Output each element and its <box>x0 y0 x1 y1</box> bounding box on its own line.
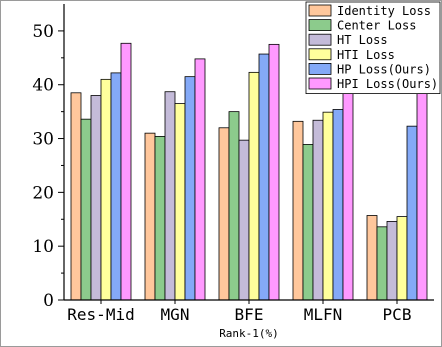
y-tick-label: 0 <box>43 291 54 311</box>
bar-identity-loss-pcb <box>366 215 378 301</box>
legend-swatch <box>308 4 332 17</box>
y-tick-label: 30 <box>32 130 54 150</box>
legend-swatch <box>308 77 332 90</box>
bar-hpi-loss-ours--mlfn <box>342 87 354 301</box>
y-ticks: 0 10 20 30 40 50 <box>32 22 64 311</box>
bar-hp-loss-ours--mlfn <box>332 109 344 301</box>
bar-hp-loss-ours--res-mid <box>110 72 122 301</box>
bar-center-loss-mlfn <box>302 144 314 301</box>
bar-ht-loss-mgn <box>164 91 176 301</box>
x-tick-label: BFE <box>235 305 264 324</box>
x-categories: Res-Mid MGN BFE MLFN PCB <box>67 305 411 324</box>
bar-hpi-loss-ours--bfe <box>268 43 280 301</box>
x-tick-label: PCB <box>383 305 412 324</box>
legend-swatch <box>308 63 332 75</box>
bar-hti-loss-res-mid <box>100 78 112 301</box>
bar-hpi-loss-ours--pcb <box>416 92 428 301</box>
bar-hti-loss-mlfn <box>322 111 334 301</box>
axes-layer <box>63 4 434 304</box>
bars-layer <box>70 42 428 301</box>
bar-hpi-loss-ours--res-mid <box>120 42 132 301</box>
legend-label: Identity Loss <box>337 4 431 18</box>
y-tick-label: 10 <box>32 237 54 257</box>
bar-hpi-loss-ours--mgn <box>194 58 206 301</box>
bar-identity-loss-mlfn <box>292 120 304 301</box>
bar-ht-loss-mlfn <box>312 119 324 301</box>
bar-identity-loss-bfe <box>218 127 230 301</box>
bar-center-loss-mgn <box>154 135 166 301</box>
bar-identity-loss-res-mid <box>70 92 82 301</box>
bar-center-loss-res-mid <box>80 118 92 301</box>
bar-hp-loss-ours--bfe <box>258 53 270 301</box>
y-tick-label: 20 <box>32 183 54 203</box>
legend-swatch <box>308 33 332 46</box>
legend-label: Center Loss <box>337 19 416 33</box>
bar-center-loss-bfe <box>228 111 240 301</box>
legend-label: HTI Loss <box>337 48 395 62</box>
y-tick-label: 40 <box>32 76 54 96</box>
y-tick-label: 50 <box>32 22 54 42</box>
bar-ht-loss-bfe <box>238 139 250 301</box>
bar-identity-loss-mgn <box>144 132 156 301</box>
bar-hti-loss-mgn <box>174 103 186 301</box>
bar-hp-loss-ours--pcb <box>406 125 418 301</box>
legend-label: HP Loss(Ours) <box>337 62 431 76</box>
x-tick-label: MLFN <box>304 305 343 324</box>
bar-hti-loss-pcb <box>396 216 408 301</box>
bar-hp-loss-ours--mgn <box>184 76 196 301</box>
bar-hti-loss-bfe <box>248 71 260 301</box>
bar-center-loss-pcb <box>376 226 388 301</box>
x-tick-label: MGN <box>161 305 190 324</box>
x-tick-label: Res-Mid <box>67 305 134 324</box>
bar-ht-loss-res-mid <box>90 95 102 301</box>
legend-label: HPI Loss(Ours) <box>337 77 438 91</box>
x-axis-label: Rank-1(%) <box>219 327 279 340</box>
legend-swatch <box>308 48 332 61</box>
bar-ht-loss-pcb <box>386 221 398 301</box>
legend-swatch <box>308 19 332 32</box>
legend-label: HT Loss <box>337 33 388 47</box>
